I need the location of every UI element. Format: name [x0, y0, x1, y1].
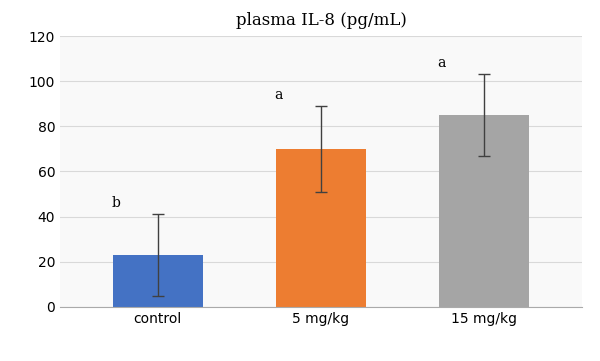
Bar: [276, 149, 366, 307]
Bar: [439, 115, 529, 307]
Bar: [113, 255, 203, 307]
Text: b: b: [111, 196, 120, 210]
Title: plasma IL-8 (pg/mL): plasma IL-8 (pg/mL): [236, 12, 406, 29]
Text: a: a: [437, 56, 446, 70]
Text: a: a: [274, 87, 283, 101]
